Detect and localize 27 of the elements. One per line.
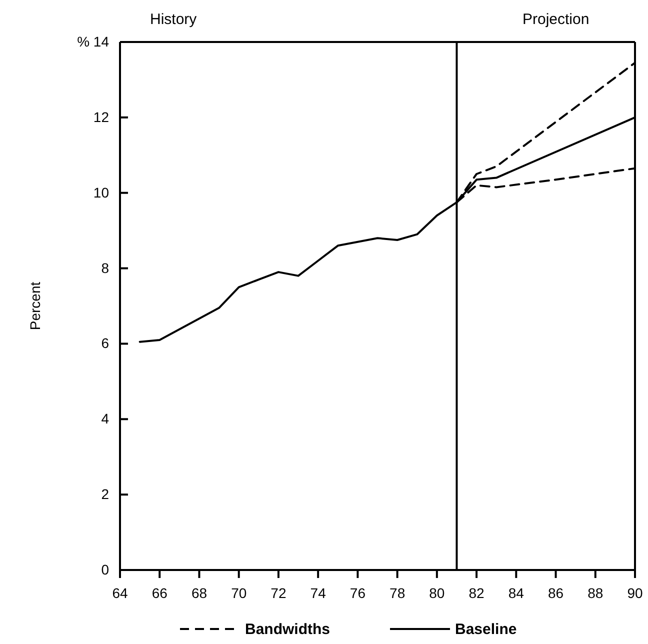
x-tick-label: 86 [548, 584, 564, 601]
y-tick-label: 0 [101, 561, 110, 578]
x-tick-label: 78 [390, 584, 406, 601]
legend-label: Bandwidths [245, 621, 330, 638]
y-tick-label: 12 [93, 108, 110, 125]
x-tick-label: 88 [588, 584, 604, 601]
x-tick-label: 66 [152, 584, 168, 601]
x-tick-label: 64 [112, 584, 128, 601]
x-tick-label: 74 [310, 584, 326, 601]
y-tick-label: 8 [101, 260, 110, 276]
x-tick-label: 90 [627, 584, 643, 601]
x-tick-label: 68 [191, 584, 208, 601]
y-tick-label: 2 [101, 486, 110, 502]
x-tick-label: 70 [231, 584, 247, 601]
x-tick-label: 80 [429, 584, 445, 601]
y-tick-label: 10 [93, 184, 110, 200]
x-tick-label: 84 [508, 584, 524, 601]
legend-label: Baseline [455, 621, 517, 638]
y-axis-title: Percent [27, 282, 43, 330]
text: History [150, 11, 198, 28]
y-tick-label: 4 [101, 410, 110, 427]
x-tick-label: 72 [270, 584, 286, 601]
y-tick-label: % 14 [77, 33, 110, 50]
x-tick-label: 82 [468, 584, 485, 601]
y-tick-label: 6 [101, 335, 110, 352]
text: Projection [522, 11, 590, 28]
x-tick-label: 76 [350, 584, 366, 601]
